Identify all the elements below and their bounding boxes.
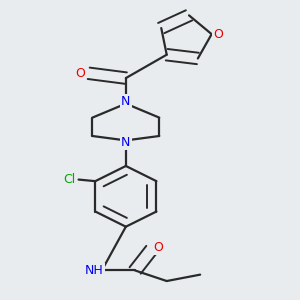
- Text: O: O: [76, 67, 85, 80]
- Text: O: O: [154, 241, 164, 254]
- Text: NH: NH: [85, 264, 104, 277]
- Text: N: N: [121, 95, 130, 108]
- Text: N: N: [121, 136, 130, 149]
- Text: Cl: Cl: [63, 173, 75, 186]
- Text: O: O: [213, 28, 223, 40]
